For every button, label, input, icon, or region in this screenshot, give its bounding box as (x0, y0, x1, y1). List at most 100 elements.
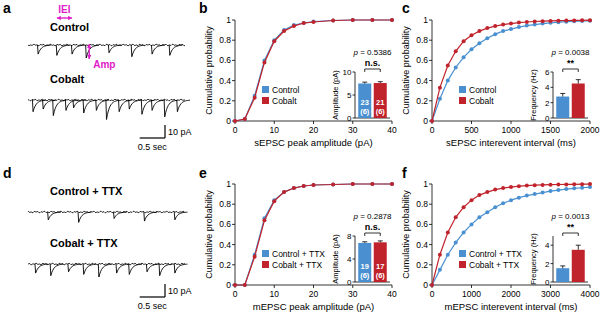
y-tick (551, 72, 554, 73)
panel-label: f (402, 165, 407, 181)
iei-arrow-head (68, 16, 72, 20)
marker (556, 188, 560, 192)
marker (509, 185, 513, 189)
y-axis-label: Frequency (Hz) (529, 233, 538, 285)
scale-bar-label: 0.5 sec (138, 301, 168, 311)
plot-area (556, 80, 585, 118)
synaptic-event (48, 212, 61, 220)
series-line (235, 184, 392, 285)
error-cap (560, 265, 565, 266)
y-tick-label: 0 (226, 116, 231, 126)
synaptic-event (177, 100, 190, 112)
p-value: p = 0.2878 (352, 212, 392, 221)
bar-label: 23 (361, 98, 369, 107)
marker (351, 18, 355, 22)
x-tick (274, 285, 275, 288)
marker (331, 19, 335, 23)
marker (572, 18, 576, 22)
y-tick (232, 40, 235, 41)
trace-label: Cobalt (50, 73, 85, 85)
scale-bar-label: 10 pA (168, 286, 192, 296)
marker (302, 21, 306, 25)
x-tick (511, 121, 512, 124)
significance: n.s. (365, 222, 381, 232)
plot-area (358, 82, 387, 118)
synaptic-event (146, 264, 159, 272)
synaptic-event (50, 264, 63, 276)
marker (282, 190, 286, 194)
x-tick (352, 285, 353, 288)
synaptic-event (53, 100, 66, 116)
y-tick-label: 4 (545, 83, 550, 92)
y-tick-label: 0.4 (219, 76, 231, 86)
y-tick (551, 87, 554, 88)
y-tick-label: 0.8 (416, 35, 428, 45)
marker (390, 182, 394, 186)
y-tick-label: 0.8 (219, 199, 231, 209)
marker (470, 47, 474, 51)
y-axis-label: Frequency (Hz) (529, 69, 538, 121)
y-tick-label: 0.2 (416, 260, 428, 270)
marker (233, 119, 237, 123)
y-tick (232, 60, 235, 61)
annotation: IEI (58, 4, 70, 15)
y-tick-label: 1 (226, 15, 231, 25)
marker (572, 186, 576, 190)
synaptic-event (73, 100, 86, 108)
synaptic-event (174, 212, 187, 220)
legend-swatch (262, 97, 269, 104)
synaptic-event (106, 100, 119, 120)
marker (370, 182, 374, 186)
trace-label: Cobalt + TTX (50, 237, 118, 249)
x-axis-label: sEPSC peak amplitude (pA) (254, 137, 372, 148)
marker (462, 230, 466, 234)
marker (533, 183, 537, 187)
y-tick (429, 60, 432, 61)
marker (312, 183, 316, 187)
y-tick (429, 264, 432, 265)
y-tick-label: 0.2 (219, 96, 231, 106)
amp-arrow-head (87, 55, 91, 59)
marker (302, 184, 306, 188)
synaptic-event (32, 100, 45, 112)
error-cap (362, 241, 367, 242)
marker (493, 32, 497, 36)
y-tick-label: 0 (347, 114, 352, 123)
p-value: p = 0.0013 (550, 212, 590, 221)
marker (556, 183, 560, 187)
marker (493, 188, 497, 192)
y-tick (551, 263, 554, 264)
marker (253, 96, 257, 100)
y-tick-label: 0 (545, 114, 550, 123)
bar-label: 17 (376, 262, 384, 271)
marker (477, 215, 481, 219)
y-tick (232, 100, 235, 101)
marker (430, 119, 434, 123)
x-axis-label: mEPSC interevent interval (ms) (444, 301, 577, 312)
y-tick (232, 184, 235, 185)
y-tick-label: 1 (423, 15, 428, 25)
significance-bracket (365, 69, 381, 72)
y-tick-label: 10 (343, 68, 352, 77)
marker (370, 182, 374, 186)
y-tick (353, 72, 356, 73)
x-tick-label: 2000 (581, 125, 600, 135)
legend-swatch (459, 86, 466, 93)
y-tick-label: 0 (423, 116, 428, 126)
significance: ** (567, 222, 575, 232)
y-tick (353, 236, 356, 237)
synaptic-event (164, 100, 177, 117)
marker (243, 283, 247, 287)
y-tick (353, 95, 356, 96)
synaptic-event (78, 212, 91, 222)
x-tick (392, 121, 393, 124)
synaptic-event (108, 45, 121, 53)
series-line (432, 184, 590, 285)
marker (462, 55, 466, 59)
marker (430, 119, 434, 123)
series-line (235, 20, 392, 121)
panel-label: c (402, 0, 410, 16)
significance-bracket (563, 69, 579, 72)
marker (485, 190, 489, 194)
synaptic-event (151, 100, 164, 110)
